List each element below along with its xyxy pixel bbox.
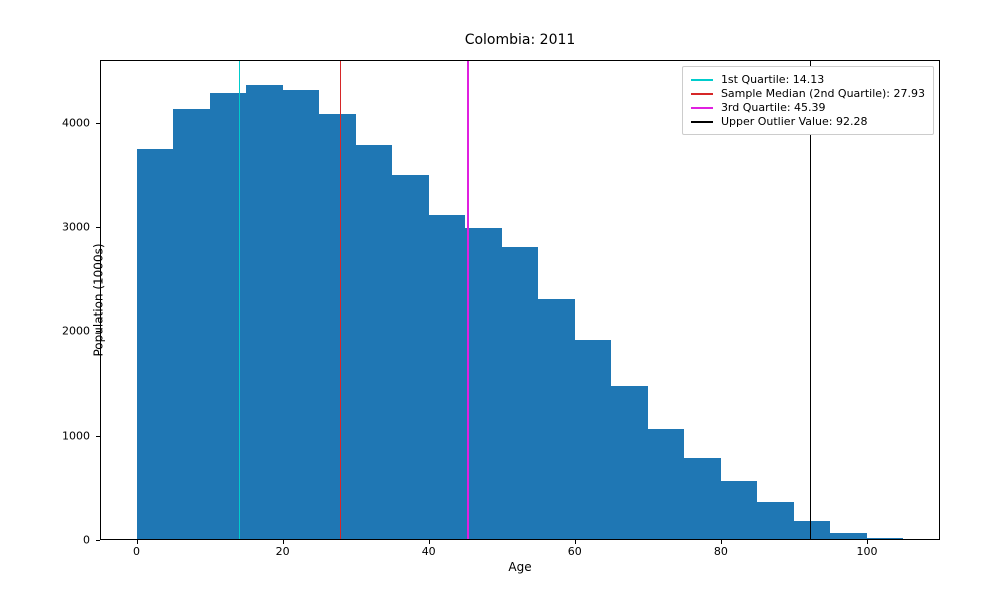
legend-label: Upper Outlier Value: 92.28 (721, 115, 868, 128)
y-tick-label: 3000 (62, 220, 90, 233)
x-tick-mark (575, 540, 576, 544)
legend-label: Sample Median (2nd Quartile): 27.93 (721, 87, 925, 100)
x-tick-mark (721, 540, 722, 544)
legend-swatch (691, 121, 713, 123)
y-tick-mark (96, 540, 100, 541)
x-tick-mark (867, 540, 868, 544)
x-tick-label: 80 (714, 545, 728, 558)
y-tick-label: 0 (83, 534, 90, 547)
x-tick-mark (283, 540, 284, 544)
legend-swatch (691, 93, 713, 95)
legend-item: Upper Outlier Value: 92.28 (691, 115, 925, 128)
legend-item: Sample Median (2nd Quartile): 27.93 (691, 87, 925, 100)
y-tick-label: 1000 (62, 429, 90, 442)
x-tick-mark (137, 540, 138, 544)
x-tick-label: 40 (422, 545, 436, 558)
y-tick-mark (96, 227, 100, 228)
legend-swatch (691, 107, 713, 109)
y-tick-mark (96, 436, 100, 437)
chart-axes: Colombia: 2011 Population (1000s) Age 1s… (100, 60, 940, 540)
y-tick-label: 4000 (62, 116, 90, 129)
figure: Colombia: 2011 Population (1000s) Age 1s… (0, 0, 1000, 600)
chart-title: Colombia: 2011 (100, 32, 940, 48)
legend-swatch (691, 79, 713, 81)
x-tick-label: 100 (856, 545, 877, 558)
y-tick-mark (96, 331, 100, 332)
legend-label: 1st Quartile: 14.13 (721, 73, 824, 86)
legend-label: 3rd Quartile: 45.39 (721, 101, 826, 114)
legend: 1st Quartile: 14.13Sample Median (2nd Qu… (682, 66, 934, 135)
x-tick-mark (429, 540, 430, 544)
y-tick-mark (96, 123, 100, 124)
legend-item: 3rd Quartile: 45.39 (691, 101, 925, 114)
legend-item: 1st Quartile: 14.13 (691, 73, 925, 86)
x-tick-label: 20 (276, 545, 290, 558)
x-axis-label: Age (100, 560, 940, 574)
x-tick-label: 0 (133, 545, 140, 558)
x-tick-label: 60 (568, 545, 582, 558)
y-tick-label: 2000 (62, 325, 90, 338)
